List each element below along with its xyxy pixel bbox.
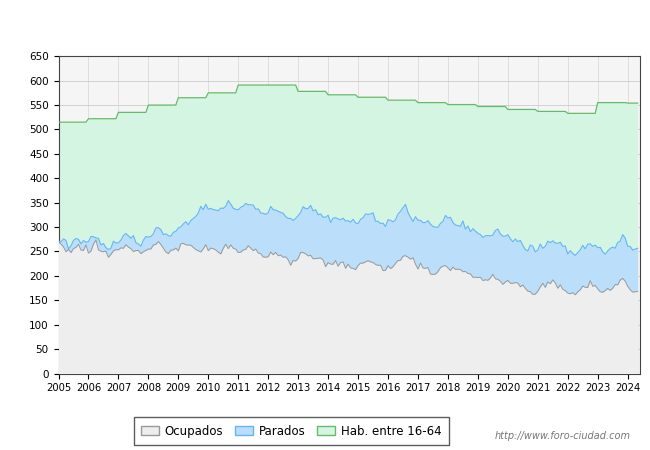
Text: El Almendro - Evolucion de la poblacion en edad de Trabajar Mayo de 2024: El Almendro - Evolucion de la poblacion … (75, 19, 575, 32)
Text: http://www.foro-ciudad.com: http://www.foro-ciudad.com (495, 431, 630, 441)
Legend: Ocupados, Parados, Hab. entre 16-64: Ocupados, Parados, Hab. entre 16-64 (134, 418, 448, 445)
